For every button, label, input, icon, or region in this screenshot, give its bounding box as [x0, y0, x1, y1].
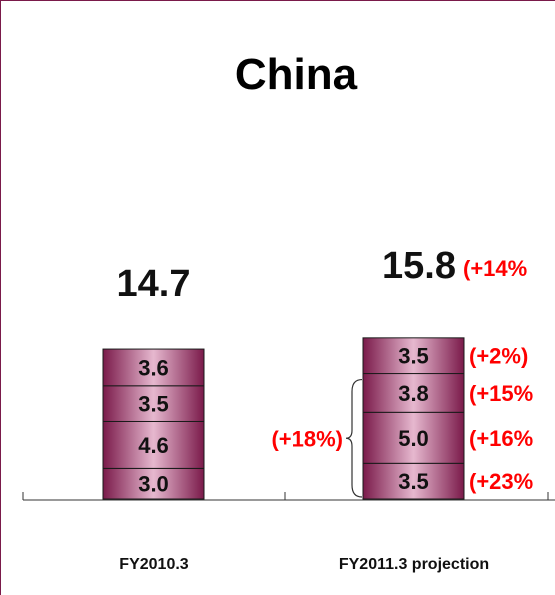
category-label: FY2011.3 projection [339, 556, 489, 573]
chart-title: China [235, 50, 358, 99]
bar-segment [102, 420, 205, 469]
segment-value-label: 5.0 [398, 426, 429, 451]
segment-value-label: 3.0 [138, 472, 169, 497]
segment-value-label: 3.5 [398, 344, 429, 369]
bar-segment [102, 467, 205, 500]
bar-segment [362, 337, 465, 375]
segment-change-label: (+16% [469, 426, 533, 451]
bar-segment [362, 373, 465, 413]
chart-marks: 3.0 4.6 3.5 3.6 14.7 FY2010.3 3.5 5.0 3.8 3.5 15.8… [102, 245, 533, 573]
segment-value-label: 3.6 [138, 355, 169, 380]
total-change-label: (+14% [463, 256, 527, 281]
segment-value-label: 3.8 [398, 381, 429, 406]
total-value-label: 15.8 [382, 245, 456, 287]
bar-segment [102, 348, 205, 387]
segment-change-label: (+2%) [469, 344, 528, 369]
bar-segment [362, 462, 465, 500]
segment-value-label: 3.5 [398, 469, 429, 494]
segment-value-label: 4.6 [138, 433, 169, 458]
segment-change-label: (+15% [469, 381, 533, 406]
segment-value-label: 3.5 [138, 392, 169, 417]
bracket-change-label: (+18%) [271, 426, 343, 451]
segment-change-label: (+23% [469, 469, 533, 494]
total-value-label: 14.7 [117, 263, 191, 305]
bar-segment [362, 411, 465, 464]
category-label: FY2010.3 [119, 556, 188, 573]
bracket [345, 378, 363, 498]
